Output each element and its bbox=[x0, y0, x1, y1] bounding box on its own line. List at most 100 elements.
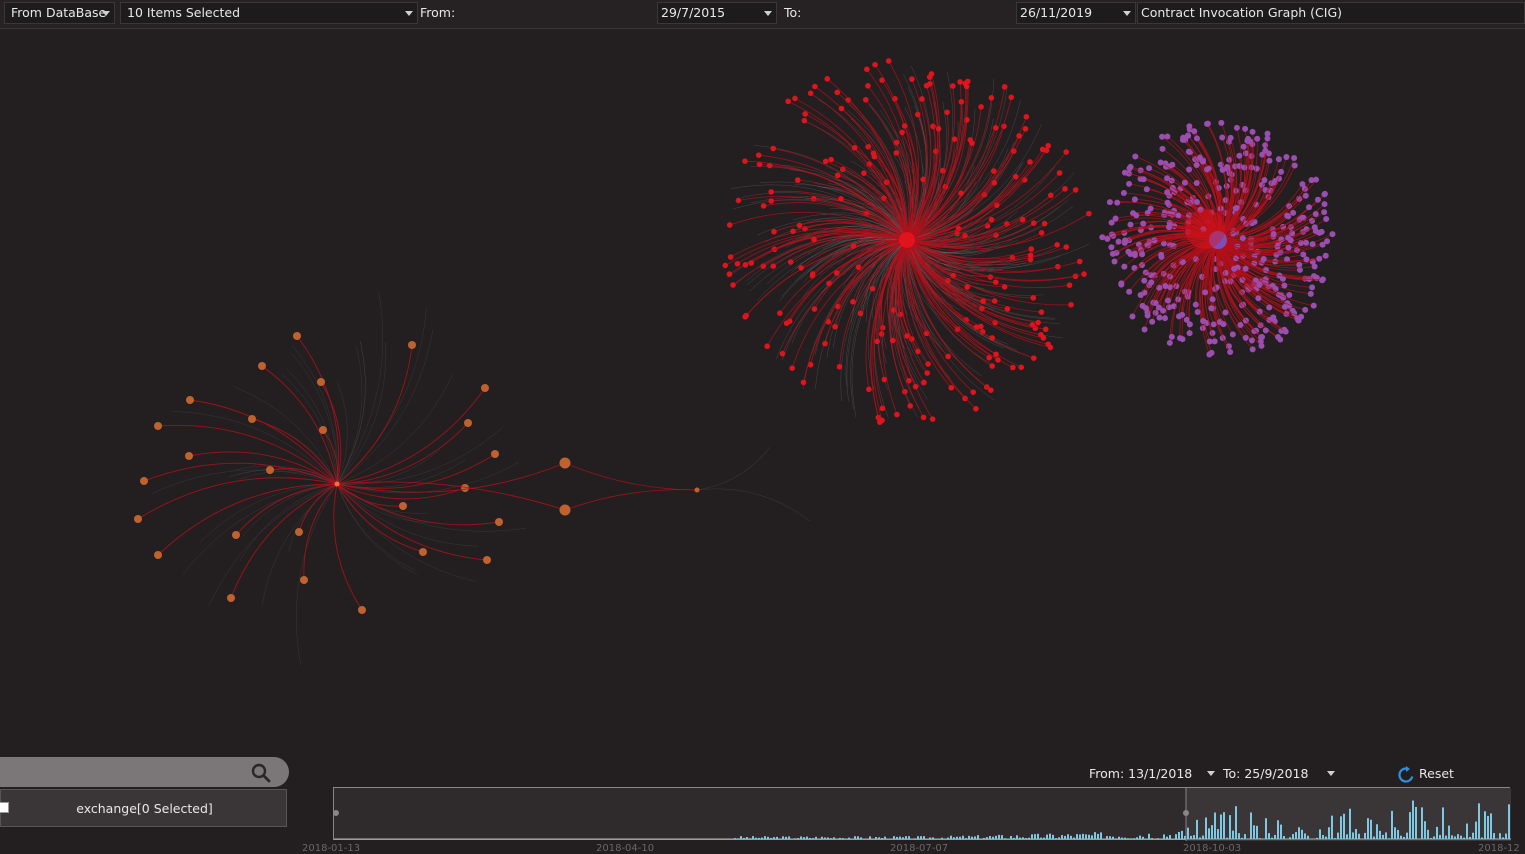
red-cluster-node[interactable] bbox=[909, 76, 915, 82]
orange-cluster-node[interactable] bbox=[186, 396, 194, 404]
purple-cluster-node[interactable] bbox=[1141, 326, 1148, 333]
purple-cluster-node[interactable] bbox=[1239, 277, 1246, 284]
red-cluster-node[interactable] bbox=[826, 280, 832, 287]
checkbox[interactable] bbox=[0, 802, 9, 813]
purple-cluster-node[interactable] bbox=[1200, 318, 1207, 325]
red-cluster-node[interactable] bbox=[958, 98, 965, 105]
purple-cluster-node[interactable] bbox=[1252, 277, 1259, 284]
purple-cluster-node[interactable] bbox=[1302, 306, 1309, 313]
purple-cluster-node[interactable] bbox=[1194, 308, 1201, 315]
purple-cluster-node[interactable] bbox=[1202, 289, 1209, 296]
red-cluster-node[interactable] bbox=[766, 162, 773, 169]
orange-cluster-node[interactable] bbox=[464, 419, 472, 427]
purple-cluster-node[interactable] bbox=[1193, 199, 1200, 206]
red-cluster-node[interactable] bbox=[1068, 301, 1074, 308]
purple-cluster-node[interactable] bbox=[1278, 168, 1285, 175]
purple-cluster-node[interactable] bbox=[1156, 284, 1163, 291]
graph-type-select[interactable]: Contract Invocation Graph (CIG) bbox=[1137, 2, 1525, 24]
purple-cluster-node[interactable] bbox=[1120, 190, 1127, 197]
red-cluster-node[interactable] bbox=[970, 389, 977, 395]
red-cluster-node[interactable] bbox=[891, 307, 897, 313]
purple-cluster-node[interactable] bbox=[1321, 190, 1328, 197]
red-cluster-node[interactable] bbox=[770, 145, 777, 152]
purple-cluster-node[interactable] bbox=[1255, 295, 1262, 302]
red-cluster-node[interactable] bbox=[811, 236, 817, 243]
purple-cluster-node[interactable] bbox=[1222, 309, 1229, 316]
red-cluster-node[interactable] bbox=[989, 335, 995, 341]
red-cluster-node[interactable] bbox=[1027, 252, 1034, 259]
purple-cluster-node[interactable] bbox=[1209, 296, 1216, 303]
purple-cluster-node[interactable] bbox=[1115, 238, 1122, 245]
red-cluster-node[interactable] bbox=[879, 405, 886, 412]
red-cluster-node[interactable] bbox=[899, 129, 905, 136]
red-cluster-node[interactable] bbox=[811, 306, 818, 312]
red-cluster-node[interactable] bbox=[785, 98, 791, 105]
red-cluster-node[interactable] bbox=[779, 350, 786, 357]
purple-cluster-hub[interactable] bbox=[1209, 231, 1227, 249]
red-cluster-node[interactable] bbox=[1008, 94, 1015, 101]
red-cluster-node[interactable] bbox=[864, 66, 870, 73]
red-cluster-node[interactable] bbox=[874, 338, 880, 345]
purple-cluster-node[interactable] bbox=[1158, 253, 1165, 260]
red-cluster-node[interactable] bbox=[861, 170, 867, 176]
purple-cluster-node[interactable] bbox=[1275, 334, 1282, 341]
red-cluster-node[interactable] bbox=[935, 125, 942, 132]
red-cluster-node[interactable] bbox=[1081, 271, 1087, 277]
purple-cluster-node[interactable] bbox=[1273, 251, 1280, 258]
purple-cluster-node[interactable] bbox=[1300, 251, 1307, 258]
purple-cluster-node[interactable] bbox=[1303, 256, 1310, 263]
red-cluster-node[interactable] bbox=[1086, 210, 1092, 217]
red-cluster-node[interactable] bbox=[1043, 147, 1050, 154]
purple-cluster-node[interactable] bbox=[1137, 292, 1144, 299]
timeline-from-picker[interactable]: From: 13/1/2018 bbox=[1089, 764, 1215, 784]
purple-cluster-node[interactable] bbox=[1166, 224, 1173, 231]
purple-cluster-node[interactable] bbox=[1302, 192, 1309, 199]
red-cluster-node[interactable] bbox=[940, 167, 946, 174]
red-cluster-node[interactable] bbox=[893, 139, 900, 146]
purple-cluster-node[interactable] bbox=[1264, 135, 1271, 142]
red-cluster-node[interactable] bbox=[760, 263, 767, 269]
red-cluster-node[interactable] bbox=[924, 370, 931, 376]
red-cluster-node[interactable] bbox=[734, 260, 741, 267]
red-cluster-node[interactable] bbox=[771, 228, 777, 235]
purple-cluster-node[interactable] bbox=[1186, 166, 1193, 173]
purple-cluster-node[interactable] bbox=[1275, 156, 1282, 163]
red-cluster-node[interactable] bbox=[1040, 335, 1047, 341]
purple-cluster-node[interactable] bbox=[1132, 153, 1139, 160]
from-date-picker[interactable]: 29/7/2015 bbox=[657, 2, 777, 24]
purple-cluster-node[interactable] bbox=[1253, 327, 1260, 334]
red-cluster-node[interactable] bbox=[768, 198, 775, 204]
purple-cluster-node[interactable] bbox=[1276, 175, 1283, 182]
purple-cluster-node[interactable] bbox=[1210, 321, 1217, 328]
red-cluster-node[interactable] bbox=[984, 223, 991, 229]
orange-cluster-node[interactable] bbox=[227, 594, 235, 602]
red-cluster-node[interactable] bbox=[1027, 159, 1033, 165]
purple-cluster-node[interactable] bbox=[1306, 276, 1313, 283]
purple-cluster-node[interactable] bbox=[1170, 262, 1177, 269]
red-cluster-node[interactable] bbox=[1019, 216, 1026, 223]
red-cluster-node[interactable] bbox=[914, 111, 921, 118]
purple-cluster-node[interactable] bbox=[1186, 123, 1193, 130]
red-cluster-node[interactable] bbox=[850, 243, 857, 249]
red-cluster-node[interactable] bbox=[787, 259, 794, 265]
red-cluster-node[interactable] bbox=[836, 363, 843, 370]
red-cluster-node[interactable] bbox=[1028, 246, 1035, 252]
orange-cluster-node[interactable] bbox=[248, 415, 256, 423]
purple-cluster-node[interactable] bbox=[1112, 215, 1119, 222]
orange-cluster-hub[interactable] bbox=[334, 481, 340, 487]
purple-cluster-node[interactable] bbox=[1291, 162, 1298, 169]
red-cluster-node[interactable] bbox=[988, 216, 995, 223]
red-cluster-node[interactable] bbox=[1018, 364, 1025, 371]
purple-cluster-node[interactable] bbox=[1310, 302, 1317, 309]
red-cluster-node[interactable] bbox=[893, 150, 900, 156]
red-cluster-node[interactable] bbox=[1066, 282, 1073, 288]
red-cluster-node[interactable] bbox=[1001, 284, 1008, 290]
red-cluster-node[interactable] bbox=[993, 202, 1000, 208]
red-cluster-node[interactable] bbox=[798, 265, 804, 271]
red-cluster-node[interactable] bbox=[1012, 173, 1019, 180]
red-cluster-node[interactable] bbox=[951, 136, 958, 142]
purple-cluster-node[interactable] bbox=[1256, 308, 1263, 315]
purple-cluster-node[interactable] bbox=[1284, 212, 1291, 219]
red-cluster-node[interactable] bbox=[944, 109, 950, 116]
purple-cluster-node[interactable] bbox=[1126, 180, 1133, 187]
